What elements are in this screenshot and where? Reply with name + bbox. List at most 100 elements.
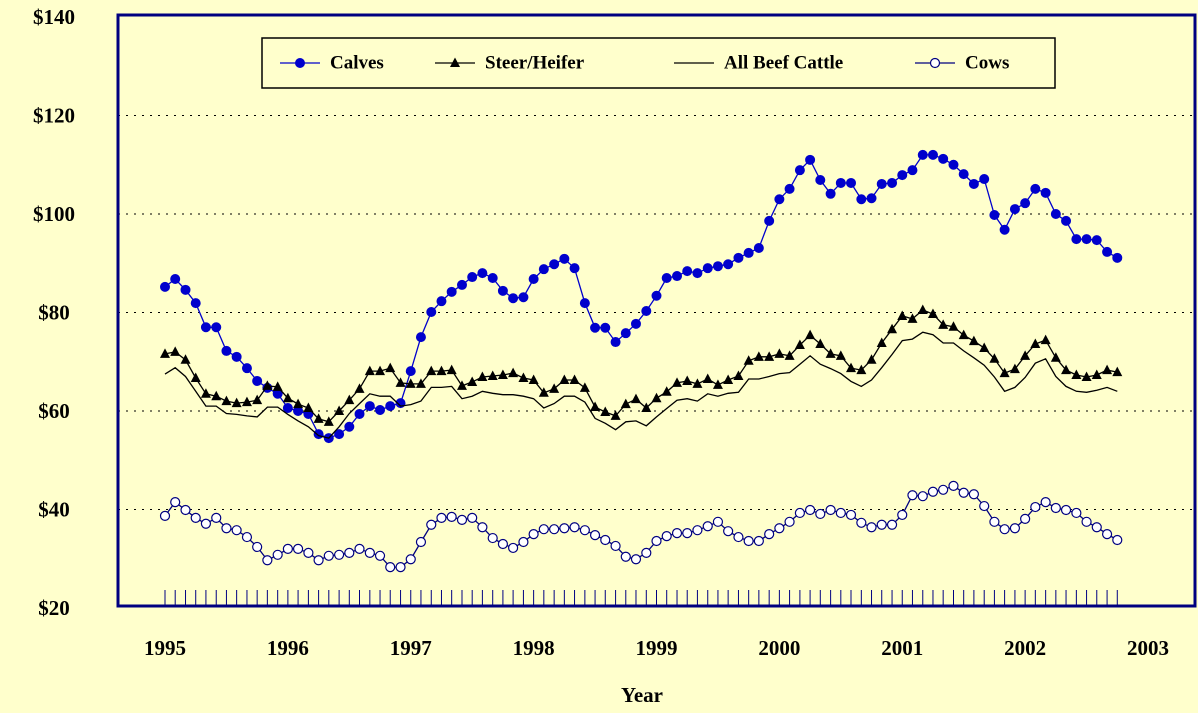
data-point	[866, 354, 877, 364]
data-point	[835, 177, 846, 188]
data-point	[794, 339, 805, 350]
data-point	[682, 528, 693, 539]
data-point	[385, 362, 396, 373]
data-point	[835, 350, 846, 360]
data-point	[702, 263, 713, 274]
data-point	[395, 562, 406, 573]
data-point	[661, 386, 672, 396]
data-point	[497, 369, 508, 380]
x-tick-label: 2003	[1127, 636, 1169, 660]
data-point	[907, 490, 918, 501]
data-point	[672, 377, 683, 387]
data-point	[600, 322, 611, 333]
data-point	[518, 292, 529, 303]
data-point	[538, 524, 549, 535]
data-point	[456, 514, 468, 525]
data-point	[999, 524, 1010, 535]
data-point	[897, 170, 908, 181]
data-point	[999, 224, 1010, 235]
data-point	[733, 531, 744, 543]
data-point	[405, 378, 416, 388]
data-point	[948, 159, 959, 170]
data-point	[282, 543, 293, 555]
data-point	[620, 551, 631, 562]
data-point	[815, 175, 826, 186]
data-point	[200, 518, 212, 529]
data-point	[364, 401, 375, 412]
series-line	[164, 485, 1118, 568]
data-point	[927, 308, 938, 318]
data-point	[630, 393, 641, 404]
y-tick-label: $100	[33, 202, 75, 226]
data-point	[610, 337, 621, 348]
data-point	[1061, 215, 1072, 226]
x-tick-label: 1995	[144, 636, 186, 660]
data-point	[825, 348, 836, 358]
data-point	[1101, 529, 1113, 540]
data-point	[671, 528, 683, 539]
data-point	[927, 149, 938, 160]
data-point	[252, 541, 263, 553]
data-point	[190, 512, 201, 523]
legend-label: Cows	[965, 52, 1009, 73]
data-point	[569, 522, 580, 533]
data-point	[764, 351, 775, 361]
series-line	[164, 154, 1118, 439]
data-point	[467, 512, 478, 523]
data-point	[549, 259, 560, 270]
data-point	[405, 554, 416, 565]
data-point	[487, 370, 498, 381]
data-point	[170, 497, 181, 508]
data-point	[712, 379, 723, 389]
data-point	[231, 525, 242, 536]
data-point	[805, 329, 816, 340]
data-point	[549, 383, 560, 393]
data-point	[989, 516, 1000, 527]
data-point	[805, 154, 816, 165]
data-point	[1020, 198, 1031, 209]
data-point	[672, 271, 683, 282]
data-point	[641, 402, 652, 413]
data-point	[354, 408, 365, 419]
data-point	[692, 525, 703, 536]
x-tick-label: 2000	[758, 636, 800, 660]
x-tick-label: 1997	[390, 636, 432, 660]
data-point	[804, 504, 816, 516]
data-point	[487, 532, 498, 544]
data-point	[897, 310, 908, 320]
data-point	[958, 329, 969, 340]
data-point	[190, 372, 201, 383]
data-point	[374, 550, 386, 561]
data-point	[723, 259, 734, 270]
y-tick-label: $120	[33, 103, 75, 127]
data-point	[272, 381, 283, 391]
data-point	[252, 394, 263, 405]
data-point	[938, 153, 949, 164]
data-point	[651, 290, 662, 301]
data-point	[989, 353, 1000, 363]
data-point	[344, 421, 355, 432]
data-point	[323, 416, 334, 426]
data-point	[641, 306, 652, 317]
data-point	[856, 194, 867, 205]
data-point	[385, 401, 396, 412]
data-point	[590, 322, 601, 333]
data-point	[1102, 246, 1113, 257]
data-point	[436, 512, 447, 523]
data-point	[262, 380, 273, 390]
data-point	[364, 547, 375, 558]
data-point	[497, 538, 509, 550]
data-point	[968, 178, 979, 189]
data-point	[426, 519, 437, 530]
data-point	[753, 351, 764, 361]
data-point	[948, 321, 959, 331]
data-point	[1050, 502, 1061, 514]
data-point	[190, 298, 201, 309]
data-point	[630, 318, 641, 329]
data-point	[477, 371, 488, 382]
data-point	[1071, 234, 1082, 245]
data-point	[354, 543, 365, 555]
data-point	[477, 268, 488, 279]
data-point	[559, 523, 570, 534]
